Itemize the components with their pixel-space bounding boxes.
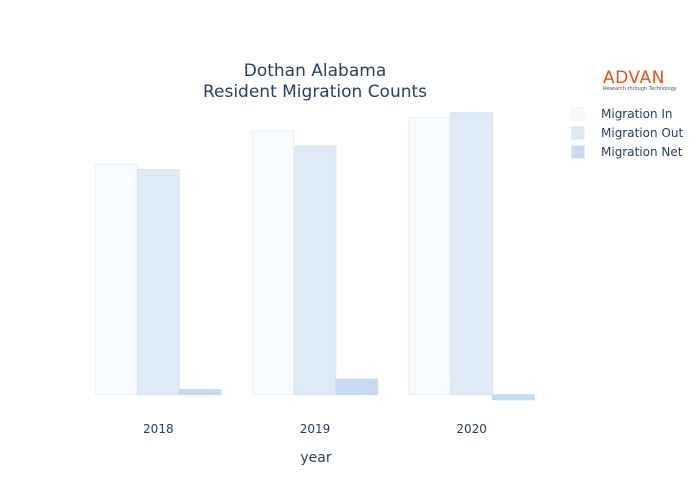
legend-label: Migration In [601, 107, 673, 121]
legend-label: Migration Net [601, 145, 683, 159]
chart-title-line-2: Resident Migration Counts [203, 82, 427, 102]
bars-layer [95, 112, 535, 401]
chart-title: Dothan Alabama Resident Migration Counts [203, 61, 427, 102]
x-tick-label: 2019 [300, 422, 331, 436]
logo: ADVAN Research through Technology [603, 68, 677, 92]
legend-swatch [571, 126, 585, 140]
bar-migration-net-2018[interactable] [178, 388, 222, 396]
legend-item-migration-net[interactable]: Migration Net [571, 145, 683, 159]
x-axis-ticks: 2018 2019 2020 [143, 422, 487, 436]
legend-item-migration-out[interactable]: Migration Out [571, 126, 683, 140]
x-tick-label: 2018 [143, 422, 174, 436]
legend-swatch [571, 107, 585, 121]
bar-migration-out-2020[interactable] [450, 112, 494, 396]
x-axis-title: year [300, 450, 331, 466]
bar-migration-net-2019[interactable] [335, 378, 379, 396]
legend[interactable]: Migration In Migration Out Migration Net [571, 107, 683, 159]
legend-swatch [571, 145, 585, 159]
bar-migration-in-2018[interactable] [95, 163, 138, 396]
logo-wordmark: ADVAN [603, 68, 665, 88]
logo-tagline: Research through Technology [603, 86, 677, 92]
legend-item-migration-in[interactable]: Migration In [571, 107, 673, 121]
bar-migration-out-2019[interactable] [293, 145, 337, 396]
bar-migration-in-2019[interactable] [251, 130, 295, 396]
bar-migration-out-2018[interactable] [136, 169, 180, 396]
x-tick-label: 2020 [456, 422, 487, 436]
chart-title-line-1: Dothan Alabama [244, 61, 386, 81]
bar-migration-net-2020[interactable] [492, 394, 535, 401]
bar-migration-in-2020[interactable] [408, 117, 452, 396]
legend-label: Migration Out [601, 126, 683, 140]
